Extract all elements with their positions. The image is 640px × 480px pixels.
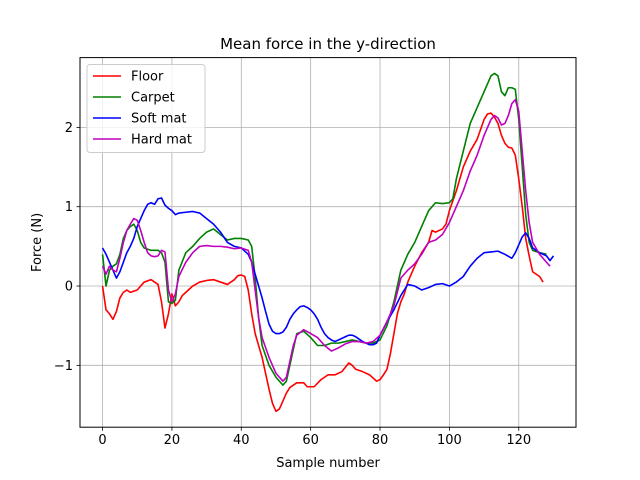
series-line-hard-mat [101, 98, 551, 382]
plot-frame [79, 57, 577, 428]
series-line-soft-mat [101, 197, 555, 346]
x-tick-label: 20 [164, 433, 181, 448]
x-tick-label: 0 [98, 433, 106, 448]
legend-box [86, 64, 206, 153]
y-tick-label: 0 [65, 280, 73, 295]
legend: Floor Carpet Soft mat Hard mat [86, 64, 206, 153]
x-tick-label: 60 [302, 433, 319, 448]
legend-label: Floor [131, 70, 164, 85]
y-tick-label: −1 [54, 359, 73, 374]
y-axis-label: Force (N) [30, 213, 45, 272]
x-tick-label: 80 [372, 433, 389, 448]
x-tick-label: 120 [506, 433, 531, 448]
legend-label: Soft mat [131, 112, 187, 127]
series-line-carpet [101, 72, 547, 386]
chart-title: Mean force in the y-direction [220, 35, 436, 53]
grid [80, 57, 576, 428]
y-tick-label: 2 [65, 121, 73, 136]
x-tick-label: 40 [233, 433, 250, 448]
x-axis-label: Sample number [276, 456, 380, 471]
series-lines [101, 72, 555, 413]
x-tick-label: 100 [437, 433, 462, 448]
legend-label: Carpet [131, 91, 175, 106]
legend-label: Hard mat [131, 133, 192, 148]
y-tick-label: 1 [65, 200, 73, 215]
x-axis-ticks: 0 20 40 60 80 100 120 [98, 427, 531, 448]
y-axis-ticks: −1 0 1 2 [54, 121, 80, 374]
